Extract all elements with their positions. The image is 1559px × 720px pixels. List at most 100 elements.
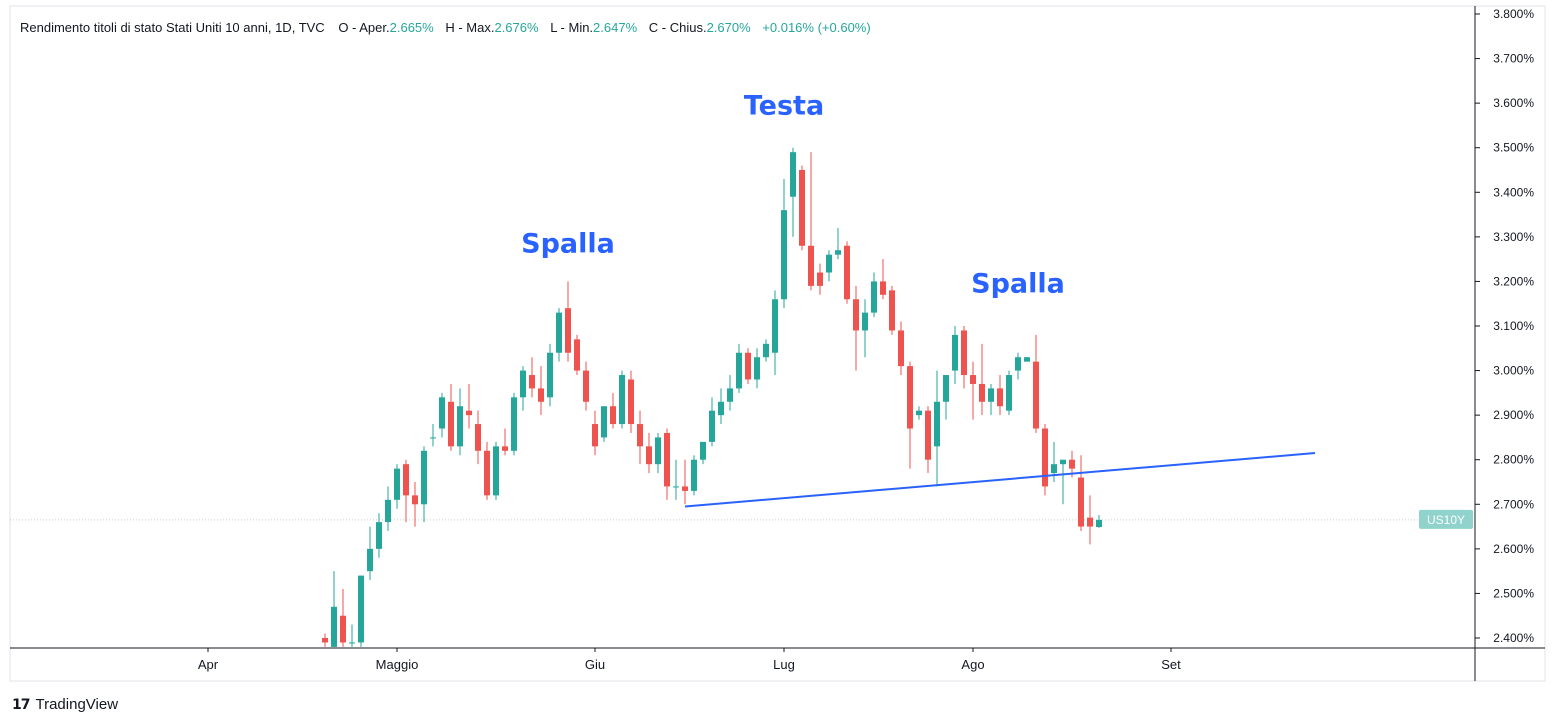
- candle[interactable]: [493, 441, 499, 500]
- candle[interactable]: [1042, 424, 1048, 496]
- candle[interactable]: [736, 343, 742, 393]
- candle[interactable]: [880, 259, 886, 300]
- candle[interactable]: [1024, 357, 1030, 362]
- candle[interactable]: [403, 459, 409, 523]
- candle[interactable]: [970, 361, 976, 420]
- candle[interactable]: [322, 633, 328, 647]
- candle[interactable]: [943, 375, 949, 420]
- candle[interactable]: [691, 455, 697, 496]
- candle[interactable]: [934, 370, 940, 487]
- candle[interactable]: [754, 348, 760, 389]
- candle[interactable]: [790, 147, 796, 237]
- candle[interactable]: [1087, 495, 1093, 545]
- candle[interactable]: [1006, 370, 1012, 416]
- neckline-trendline[interactable]: [684, 452, 1316, 508]
- candle[interactable]: [709, 397, 715, 447]
- candle[interactable]: [466, 383, 472, 429]
- candle[interactable]: [592, 410, 598, 456]
- candle[interactable]: [907, 361, 913, 469]
- candle[interactable]: [475, 410, 481, 465]
- candle[interactable]: [961, 326, 967, 389]
- candle[interactable]: [1015, 352, 1021, 380]
- candle-body: [1096, 519, 1102, 528]
- candle[interactable]: [376, 513, 382, 558]
- candle[interactable]: [997, 375, 1003, 416]
- pattern-annotation[interactable]: Spalla: [521, 228, 615, 259]
- candle[interactable]: [682, 459, 688, 505]
- candle[interactable]: [646, 432, 652, 474]
- pattern-annotation[interactable]: Spalla: [971, 269, 1065, 300]
- candle[interactable]: [511, 392, 517, 456]
- candle[interactable]: [664, 428, 670, 500]
- candle[interactable]: [853, 285, 859, 371]
- candle[interactable]: [979, 343, 985, 416]
- candle[interactable]: [385, 486, 391, 532]
- candle[interactable]: [601, 406, 607, 442]
- candle[interactable]: [331, 571, 337, 647]
- candle[interactable]: [412, 482, 418, 527]
- candle[interactable]: [583, 361, 589, 411]
- candle[interactable]: [1033, 334, 1039, 433]
- x-axis[interactable]: MarAprMaggioGiuLugAgoSet: [0, 648, 1181, 672]
- candle[interactable]: [619, 370, 625, 429]
- candle[interactable]: [349, 624, 355, 647]
- candle[interactable]: [700, 441, 706, 465]
- candle[interactable]: [898, 321, 904, 376]
- candle[interactable]: [502, 428, 508, 456]
- candle[interactable]: [556, 308, 562, 362]
- candle[interactable]: [952, 326, 958, 384]
- candle[interactable]: [637, 410, 643, 465]
- candle[interactable]: [421, 446, 427, 523]
- candle[interactable]: [916, 406, 922, 420]
- candle-body: [736, 352, 742, 389]
- tradingview-brand[interactable]: 17 TradingView: [12, 696, 118, 713]
- candle-body: [772, 299, 778, 353]
- candle[interactable]: [745, 348, 751, 384]
- candle[interactable]: [727, 375, 733, 411]
- candle[interactable]: [781, 178, 787, 309]
- candle-body: [1051, 464, 1057, 474]
- candle[interactable]: [394, 464, 400, 509]
- candle[interactable]: [808, 152, 814, 291]
- candle[interactable]: [538, 366, 544, 416]
- candle[interactable]: [448, 383, 454, 451]
- candle[interactable]: [673, 459, 679, 500]
- candle[interactable]: [1078, 455, 1084, 532]
- candle[interactable]: [1060, 459, 1066, 505]
- candle[interactable]: [574, 334, 580, 376]
- candle[interactable]: [628, 370, 634, 433]
- candle[interactable]: [358, 575, 364, 647]
- candle[interactable]: [835, 227, 841, 260]
- candle[interactable]: [565, 281, 571, 362]
- candle[interactable]: [871, 272, 877, 318]
- candle[interactable]: [529, 357, 535, 398]
- candle[interactable]: [655, 432, 661, 474]
- candle[interactable]: [520, 366, 526, 411]
- candle[interactable]: [457, 388, 463, 456]
- candle[interactable]: [763, 339, 769, 362]
- candle[interactable]: [610, 392, 616, 429]
- candle[interactable]: [367, 526, 373, 581]
- annotations[interactable]: Spalla Testa Spalla: [521, 90, 1065, 299]
- pattern-annotation[interactable]: Testa: [744, 90, 824, 121]
- candle[interactable]: [826, 250, 832, 282]
- candle[interactable]: [889, 285, 895, 335]
- candle[interactable]: [718, 388, 724, 425]
- candle[interactable]: [799, 165, 805, 251]
- candle[interactable]: [772, 290, 778, 376]
- candle[interactable]: [844, 241, 850, 304]
- candle[interactable]: [817, 263, 823, 295]
- candle[interactable]: [1096, 514, 1102, 528]
- candle[interactable]: [925, 406, 931, 474]
- candles[interactable]: [322, 147, 1102, 647]
- candle[interactable]: [988, 383, 994, 416]
- candle[interactable]: [862, 299, 868, 358]
- candle[interactable]: [430, 424, 436, 447]
- candle[interactable]: [439, 392, 445, 438]
- candle[interactable]: [484, 441, 490, 500]
- y-axis[interactable]: 2.400% 2.500% 2.600% 2.700% 2.800% 2.900% 3.00…: [1475, 7, 1534, 645]
- candle[interactable]: [547, 343, 553, 407]
- candle[interactable]: [340, 588, 346, 647]
